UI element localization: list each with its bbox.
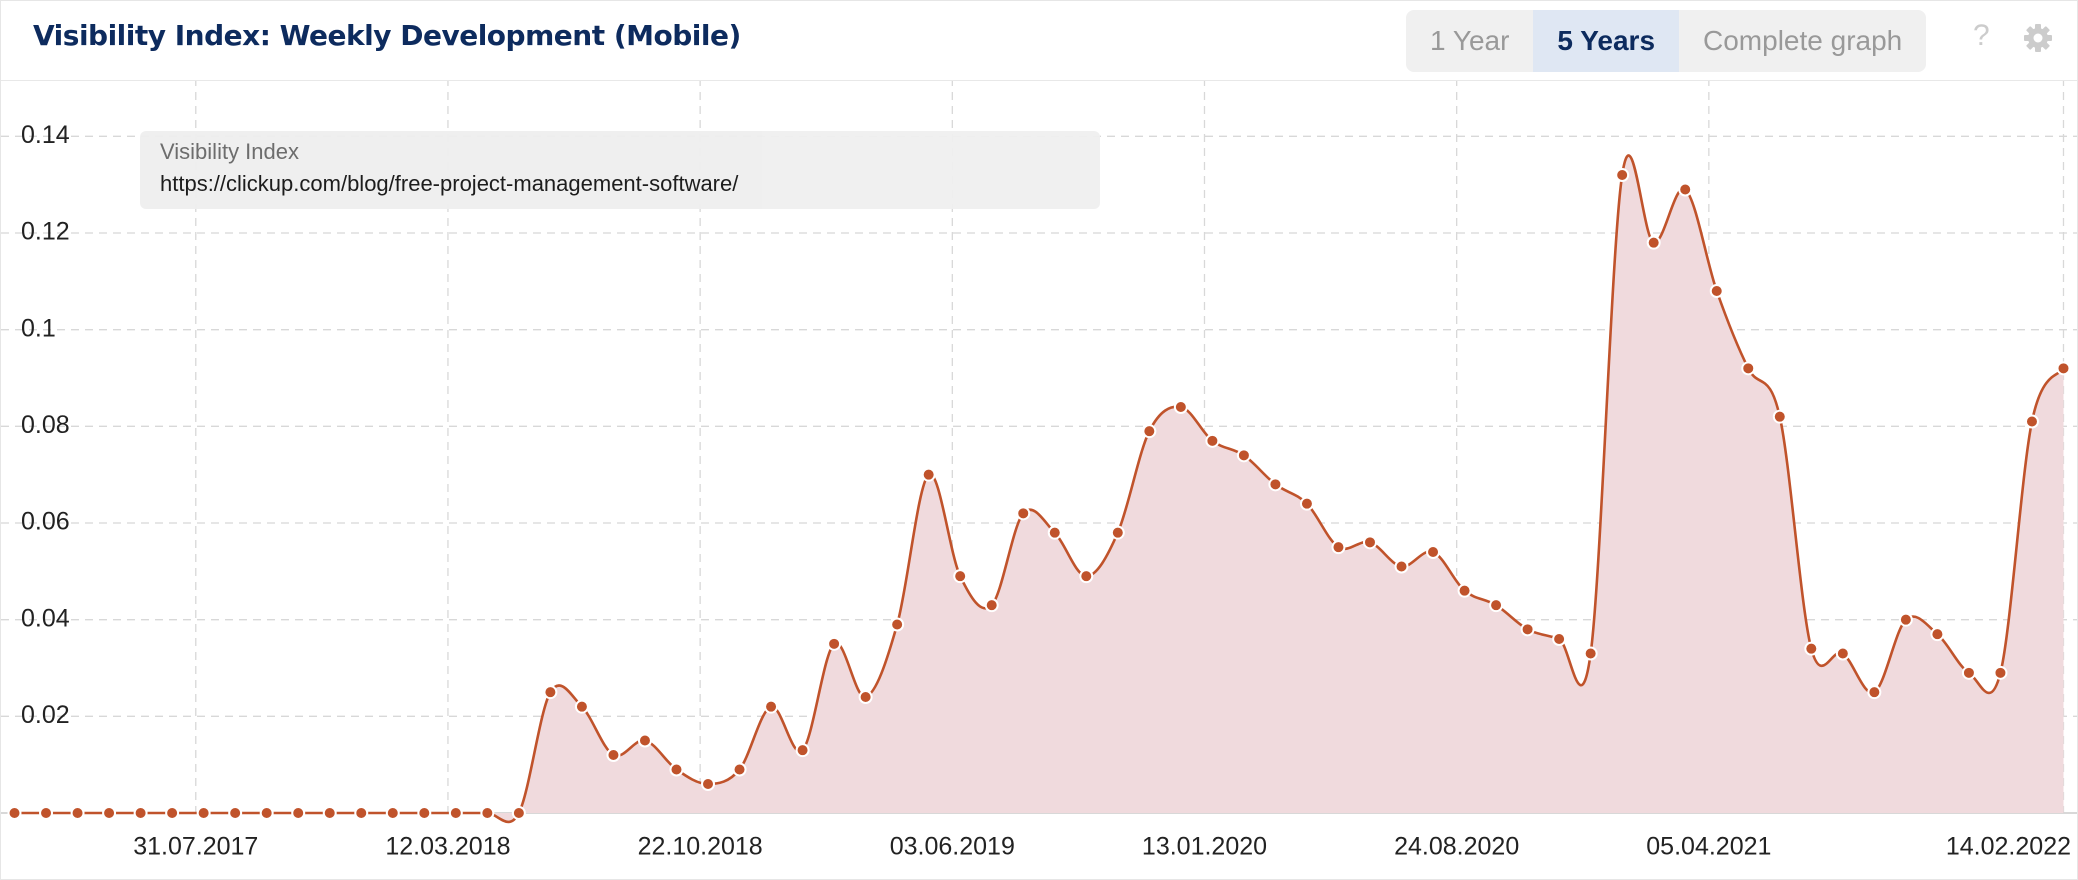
point [1362,535,1377,550]
point [1835,646,1850,661]
point [1489,598,1504,613]
x-tick-label: 13.01.2020 [1142,833,1267,861]
range-button[interactable]: Complete graph [1703,25,1903,56]
point [1268,477,1283,492]
point [764,699,779,714]
title: Visibility Index: Weekly Development (Mo… [33,19,741,52]
x-tick-label: 24.08.2020 [1394,833,1519,861]
point [984,598,999,613]
point [543,685,558,700]
point [322,806,337,820]
point [417,806,432,820]
point [953,569,968,584]
point [259,806,274,820]
point [574,699,589,714]
point [1016,506,1031,521]
legend: Visibility Index https://clickup.com/blo… [140,131,1100,209]
point [480,806,495,820]
point [1394,559,1409,574]
y-tick-label: 0.08 [21,411,70,439]
point [827,636,842,651]
point [795,743,810,758]
point [2024,414,2039,429]
y-tick-label: 0.04 [21,604,70,632]
point [1678,182,1693,197]
y-tick-label: 0.06 [21,508,70,536]
x-tick-label: 22.10.2018 [638,833,763,861]
point [1930,627,1945,642]
point [354,806,369,820]
point [1552,632,1567,646]
area [14,155,2064,822]
point [921,467,936,482]
point [1079,569,1094,584]
x-tick-label: 12.03.2018 [385,833,510,861]
legend-url: https://clickup.com/blog/free-project-ma… [160,171,739,196]
point [1142,424,1157,439]
point [1047,525,1062,540]
point [1993,665,2008,680]
y-tick-label: 0.14 [21,121,70,149]
point [385,806,400,820]
point [2056,361,2071,376]
x-tick-label: 31.07.2017 [133,833,258,861]
point [1709,284,1724,298]
point [7,806,22,820]
point [1331,540,1346,555]
header: Visibility Index: Weekly Development (Mo… [1,1,2077,81]
point [1741,361,1756,376]
x-tick-label: 14.02.2022 [1946,833,2071,861]
point [291,806,306,820]
point [133,806,148,820]
y-tick-label: 0.02 [21,701,70,729]
range-button[interactable]: 1 Year [1430,25,1510,56]
point [637,733,652,748]
point [511,806,526,820]
point [858,690,873,704]
point [1426,545,1441,559]
point [102,806,117,820]
help-icon[interactable]: ? [1973,19,1990,52]
point [1520,622,1535,637]
point [1804,641,1819,656]
point [228,806,243,820]
point [1898,612,1913,627]
settings-icon[interactable] [2023,23,2053,53]
x-tick-label: 03.06.2019 [890,833,1015,861]
point [1299,496,1314,511]
x-tick-label: 05.04.2021 [1646,833,1771,861]
point [1646,235,1661,250]
point [1772,409,1787,424]
point [890,617,905,632]
point [1110,525,1125,540]
range-button[interactable]: 5 Years [1533,10,1680,72]
point [1583,646,1598,661]
legend-series: Visibility Index [160,139,299,164]
point [1961,665,1976,680]
point [196,806,211,820]
point [70,806,85,820]
point [669,762,684,777]
y-tick-label: 0.1 [21,314,56,342]
point [701,777,716,791]
point [448,806,463,820]
point [606,748,621,762]
point [1173,400,1188,414]
point [1236,448,1251,463]
range-buttons: 1 Year 5 Years Complete graph [1406,10,1927,72]
point [732,762,747,777]
y-tick-label: 0.12 [21,218,70,246]
point [1457,583,1472,598]
point [1615,168,1630,182]
point [165,806,180,820]
point [1205,433,1220,448]
point [1867,685,1882,700]
point [39,806,54,820]
